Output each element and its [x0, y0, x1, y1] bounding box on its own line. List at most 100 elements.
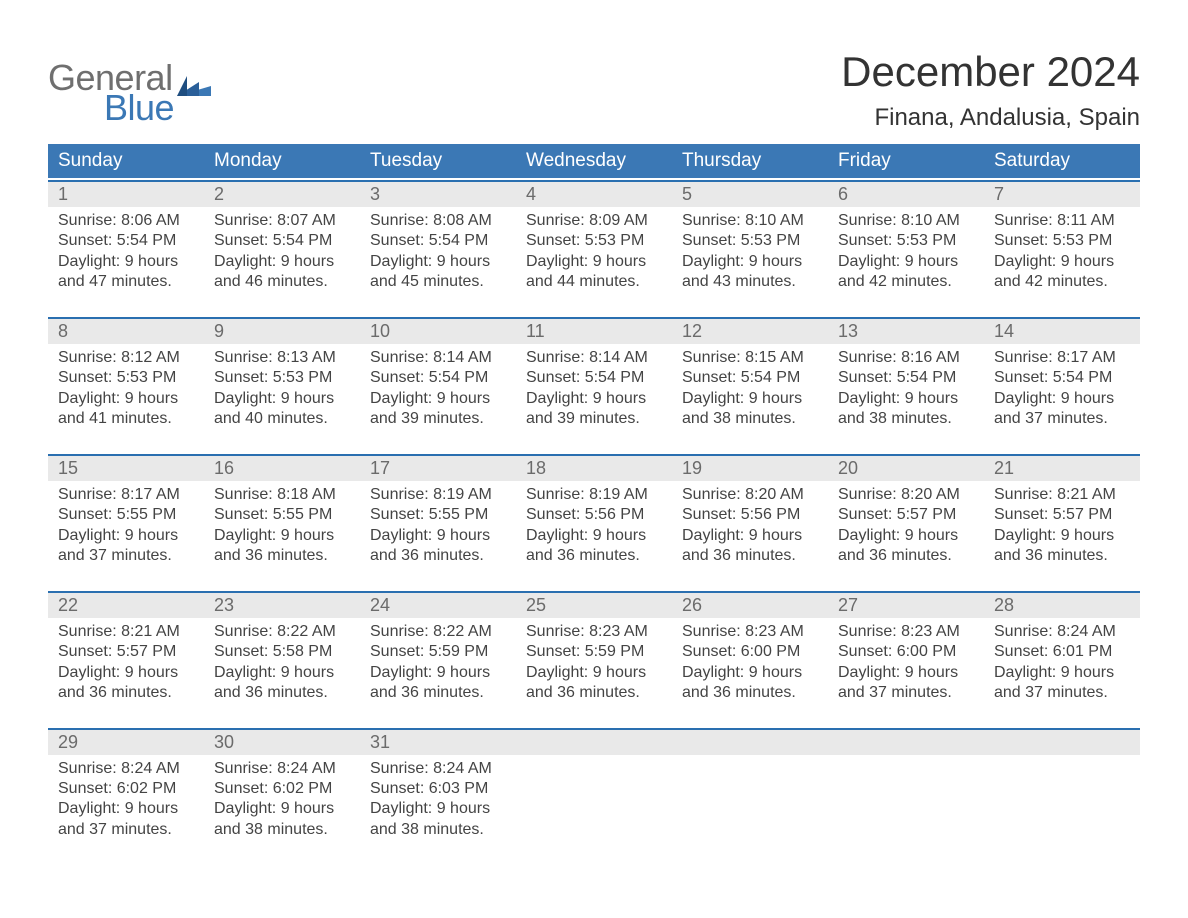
- daylight-line: Daylight: 9 hours and 37 minutes.: [58, 526, 196, 567]
- daylight-line: Daylight: 9 hours and 46 minutes.: [214, 252, 352, 293]
- day-content: Sunrise: 8:12 AMSunset: 5:53 PMDaylight:…: [48, 344, 204, 452]
- day-content: Sunrise: 8:21 AMSunset: 5:57 PMDaylight:…: [48, 618, 204, 726]
- daylight-line: Daylight: 9 hours and 38 minutes.: [682, 389, 820, 430]
- day-number: 14: [984, 319, 1140, 344]
- daylight-line: Daylight: 9 hours and 36 minutes.: [994, 526, 1132, 567]
- sunrise-line: Sunrise: 8:24 AM: [994, 622, 1132, 642]
- sunset-line: Sunset: 5:53 PM: [994, 231, 1132, 251]
- sunset-line: Sunset: 5:57 PM: [838, 505, 976, 525]
- sunrise-line: Sunrise: 8:17 AM: [58, 485, 196, 505]
- day-content: Sunrise: 8:14 AMSunset: 5:54 PMDaylight:…: [360, 344, 516, 452]
- day-of-week-cell: Wednesday: [516, 144, 672, 178]
- day-number: 11: [516, 319, 672, 344]
- sunrise-line: Sunrise: 8:13 AM: [214, 348, 352, 368]
- day-number: 28: [984, 593, 1140, 618]
- day-content: Sunrise: 8:20 AMSunset: 5:57 PMDaylight:…: [828, 481, 984, 589]
- sunrise-line: Sunrise: 8:07 AM: [214, 211, 352, 231]
- day-number: 30: [204, 730, 360, 755]
- day-content: Sunrise: 8:15 AMSunset: 5:54 PMDaylight:…: [672, 344, 828, 452]
- daylight-line: Daylight: 9 hours and 36 minutes.: [370, 526, 508, 567]
- day-number: [828, 730, 984, 755]
- daylight-line: Daylight: 9 hours and 39 minutes.: [370, 389, 508, 430]
- day-number: 3: [360, 182, 516, 207]
- daylight-line: Daylight: 9 hours and 36 minutes.: [526, 526, 664, 567]
- content-row: Sunrise: 8:06 AMSunset: 5:54 PMDaylight:…: [48, 207, 1140, 315]
- sunset-line: Sunset: 6:02 PM: [58, 779, 196, 799]
- title-block: December 2024 Finana, Andalusia, Spain: [841, 48, 1140, 132]
- daylight-line: Daylight: 9 hours and 37 minutes.: [994, 663, 1132, 704]
- day-number: [984, 730, 1140, 755]
- day-content: Sunrise: 8:20 AMSunset: 5:56 PMDaylight:…: [672, 481, 828, 589]
- day-of-week-cell: Tuesday: [360, 144, 516, 178]
- day-content: [516, 755, 672, 863]
- day-number: 22: [48, 593, 204, 618]
- calendar-page: General Blue December 2024 Finana, Andal…: [0, 0, 1188, 862]
- day-number: 4: [516, 182, 672, 207]
- day-content: Sunrise: 8:23 AMSunset: 5:59 PMDaylight:…: [516, 618, 672, 726]
- day-number: 24: [360, 593, 516, 618]
- location: Finana, Andalusia, Spain: [841, 104, 1140, 132]
- sunset-line: Sunset: 5:55 PM: [370, 505, 508, 525]
- daylight-line: Daylight: 9 hours and 42 minutes.: [838, 252, 976, 293]
- sunrise-line: Sunrise: 8:19 AM: [526, 485, 664, 505]
- daylight-line: Daylight: 9 hours and 42 minutes.: [994, 252, 1132, 293]
- sunset-line: Sunset: 5:54 PM: [838, 368, 976, 388]
- daylight-line: Daylight: 9 hours and 37 minutes.: [58, 799, 196, 840]
- day-content: Sunrise: 8:17 AMSunset: 5:55 PMDaylight:…: [48, 481, 204, 589]
- day-content: Sunrise: 8:10 AMSunset: 5:53 PMDaylight:…: [828, 207, 984, 315]
- daylight-line: Daylight: 9 hours and 36 minutes.: [682, 663, 820, 704]
- sunset-line: Sunset: 5:54 PM: [214, 231, 352, 251]
- content-row: Sunrise: 8:17 AMSunset: 5:55 PMDaylight:…: [48, 481, 1140, 589]
- day-content: Sunrise: 8:19 AMSunset: 5:55 PMDaylight:…: [360, 481, 516, 589]
- day-of-week-row: SundayMondayTuesdayWednesdayThursdayFrid…: [48, 144, 1140, 178]
- daylight-line: Daylight: 9 hours and 36 minutes.: [838, 526, 976, 567]
- day-content: [672, 755, 828, 863]
- daylight-line: Daylight: 9 hours and 38 minutes.: [838, 389, 976, 430]
- sunrise-line: Sunrise: 8:21 AM: [994, 485, 1132, 505]
- week: 293031Sunrise: 8:24 AMSunset: 6:02 PMDay…: [48, 728, 1140, 863]
- daylight-line: Daylight: 9 hours and 43 minutes.: [682, 252, 820, 293]
- month-title: December 2024: [841, 48, 1140, 96]
- day-content: Sunrise: 8:07 AMSunset: 5:54 PMDaylight:…: [204, 207, 360, 315]
- sunrise-line: Sunrise: 8:18 AM: [214, 485, 352, 505]
- day-content: Sunrise: 8:11 AMSunset: 5:53 PMDaylight:…: [984, 207, 1140, 315]
- daylight-line: Daylight: 9 hours and 39 minutes.: [526, 389, 664, 430]
- day-number: 2: [204, 182, 360, 207]
- day-content: Sunrise: 8:10 AMSunset: 5:53 PMDaylight:…: [672, 207, 828, 315]
- sunset-line: Sunset: 5:54 PM: [370, 231, 508, 251]
- sunset-line: Sunset: 5:54 PM: [370, 368, 508, 388]
- week: 15161718192021Sunrise: 8:17 AMSunset: 5:…: [48, 454, 1140, 589]
- sunset-line: Sunset: 6:00 PM: [838, 642, 976, 662]
- sunrise-line: Sunrise: 8:23 AM: [682, 622, 820, 642]
- day-number: 8: [48, 319, 204, 344]
- sunrise-line: Sunrise: 8:23 AM: [526, 622, 664, 642]
- day-content: Sunrise: 8:19 AMSunset: 5:56 PMDaylight:…: [516, 481, 672, 589]
- content-row: Sunrise: 8:21 AMSunset: 5:57 PMDaylight:…: [48, 618, 1140, 726]
- sunrise-line: Sunrise: 8:21 AM: [58, 622, 196, 642]
- day-content: Sunrise: 8:24 AMSunset: 6:03 PMDaylight:…: [360, 755, 516, 863]
- sunrise-line: Sunrise: 8:17 AM: [994, 348, 1132, 368]
- sunrise-line: Sunrise: 8:22 AM: [370, 622, 508, 642]
- day-number: 25: [516, 593, 672, 618]
- day-content: Sunrise: 8:23 AMSunset: 6:00 PMDaylight:…: [828, 618, 984, 726]
- day-number: 23: [204, 593, 360, 618]
- sunset-line: Sunset: 5:53 PM: [526, 231, 664, 251]
- sunset-line: Sunset: 5:53 PM: [58, 368, 196, 388]
- day-of-week-cell: Friday: [828, 144, 984, 178]
- day-of-week-cell: Monday: [204, 144, 360, 178]
- daylight-line: Daylight: 9 hours and 36 minutes.: [682, 526, 820, 567]
- week: 22232425262728Sunrise: 8:21 AMSunset: 5:…: [48, 591, 1140, 726]
- sunset-line: Sunset: 5:55 PM: [58, 505, 196, 525]
- weeks-container: 1234567Sunrise: 8:06 AMSunset: 5:54 PMDa…: [48, 180, 1140, 862]
- day-number: 9: [204, 319, 360, 344]
- week: 1234567Sunrise: 8:06 AMSunset: 5:54 PMDa…: [48, 180, 1140, 315]
- sunrise-line: Sunrise: 8:20 AM: [838, 485, 976, 505]
- sunset-line: Sunset: 5:54 PM: [994, 368, 1132, 388]
- day-number: 27: [828, 593, 984, 618]
- daylight-line: Daylight: 9 hours and 44 minutes.: [526, 252, 664, 293]
- day-content: Sunrise: 8:22 AMSunset: 5:59 PMDaylight:…: [360, 618, 516, 726]
- day-number: 7: [984, 182, 1140, 207]
- sunset-line: Sunset: 5:58 PM: [214, 642, 352, 662]
- day-number: 19: [672, 456, 828, 481]
- sunset-line: Sunset: 6:01 PM: [994, 642, 1132, 662]
